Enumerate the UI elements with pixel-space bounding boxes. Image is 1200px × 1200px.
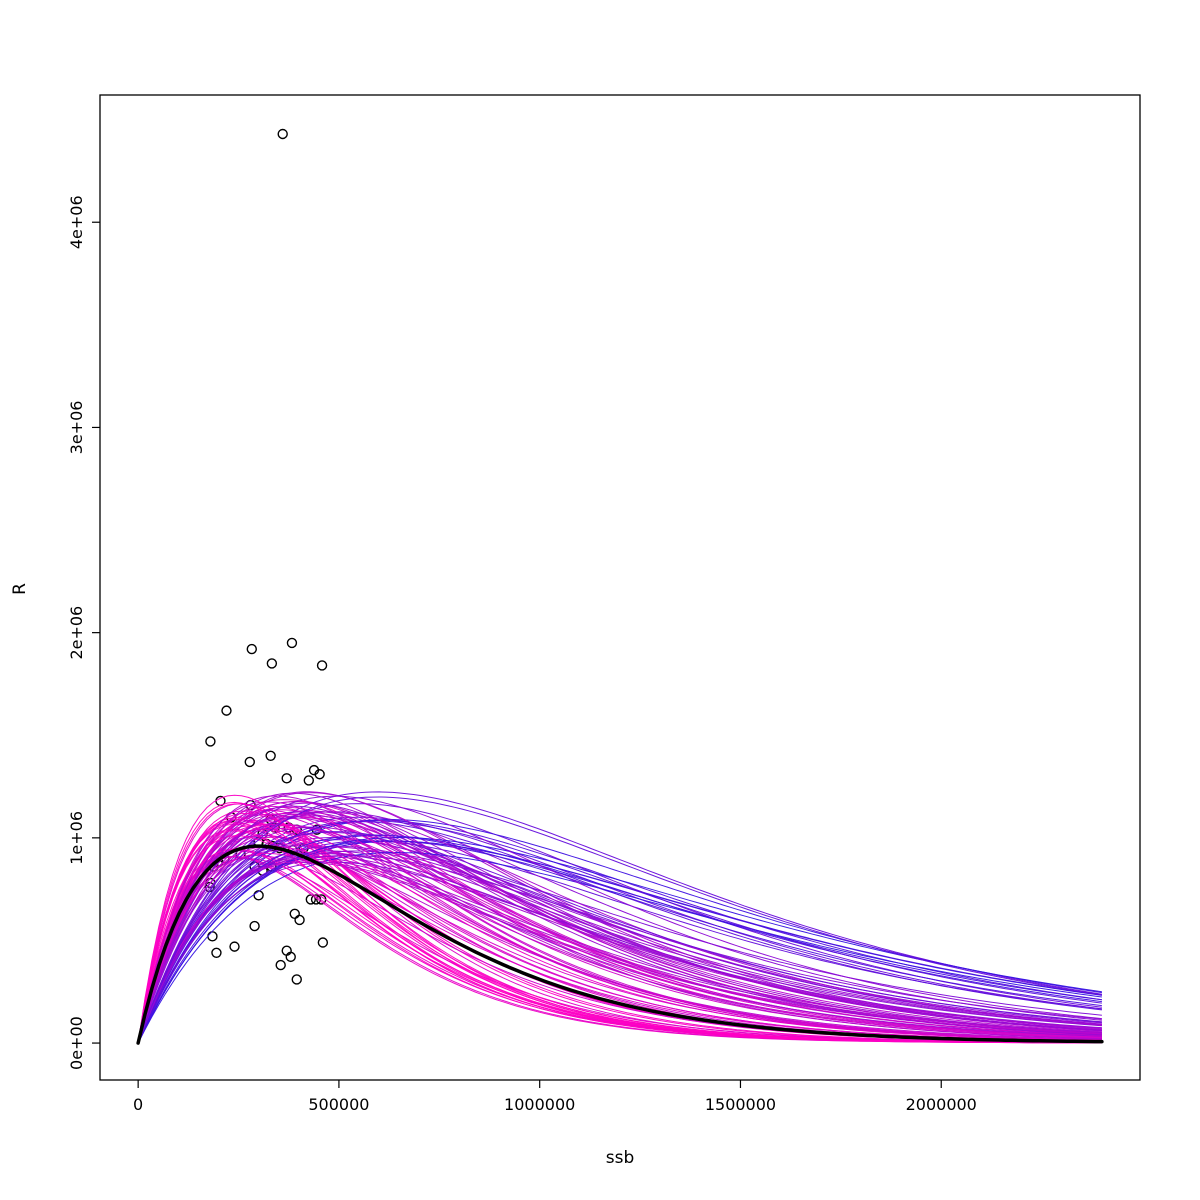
plot-box	[99, 94, 1141, 1081]
ensemble-curve	[137, 811, 1102, 1044]
x-tick-label: 1500000	[705, 1095, 776, 1114]
x-axis-label: ssb	[605, 1148, 635, 1168]
x-tick-label: 1000000	[504, 1095, 575, 1114]
ensemble-curve	[137, 834, 1102, 1044]
ensemble-curve	[137, 845, 1102, 1044]
data-point	[253, 890, 264, 901]
data-point	[289, 908, 300, 919]
data-point	[317, 937, 329, 948]
data-point	[205, 736, 216, 747]
ensemble-curve	[137, 795, 1102, 1044]
ensemble-curve	[137, 805, 1102, 1044]
ensemble-curve	[137, 855, 1102, 1044]
ensemble-curve	[137, 805, 1102, 1044]
x-tick-label: 500000	[308, 1095, 369, 1114]
x-tick-label: 0	[133, 1095, 143, 1114]
data-point	[286, 637, 298, 649]
data-point	[265, 750, 276, 761]
data-point	[285, 951, 296, 963]
data-point	[316, 660, 328, 671]
ensemble-curve	[137, 796, 1102, 1044]
y-tick-label: 4e+06	[67, 195, 86, 249]
data-point	[244, 756, 255, 768]
data-point	[277, 128, 288, 140]
ensemble-curve	[137, 845, 1102, 1044]
ensemble-curve	[137, 831, 1102, 1044]
ensemble-curve	[137, 806, 1102, 1044]
y-tick-label: 2e+06	[67, 606, 86, 660]
x-tick-label: 2000000	[906, 1095, 977, 1114]
ensemble-curve	[137, 837, 1102, 1044]
data-point	[314, 769, 325, 780]
data-point	[281, 773, 292, 784]
data-point	[266, 658, 278, 669]
ensemble-curve	[137, 791, 1102, 1044]
ensemble-curve	[137, 795, 1102, 1044]
data-point	[249, 920, 260, 932]
data-point	[229, 941, 240, 952]
ensemble-curve	[137, 811, 1102, 1044]
data-point	[291, 974, 302, 985]
data-point	[221, 705, 232, 716]
data-point	[246, 643, 257, 655]
data-point	[207, 931, 218, 942]
ensemble-curve	[137, 835, 1102, 1044]
data-point	[275, 959, 286, 971]
ensemble-curve	[137, 812, 1102, 1044]
y-tick-label: 0e+00	[67, 1016, 86, 1070]
y-axis-label: R	[10, 583, 30, 595]
data-point	[294, 914, 305, 926]
data-point	[211, 947, 222, 958]
ensemble-curve	[137, 850, 1102, 1044]
median-curve	[136, 844, 1104, 1045]
data-point	[303, 775, 315, 786]
ensemble-curve	[137, 861, 1102, 1044]
y-tick-label: 3e+06	[67, 401, 86, 455]
ensemble-curve	[137, 860, 1102, 1044]
ensemble-curve	[137, 820, 1102, 1044]
ensemble-curve	[137, 852, 1102, 1044]
y-tick-label: 1e+06	[67, 811, 86, 865]
data-point	[305, 894, 317, 905]
